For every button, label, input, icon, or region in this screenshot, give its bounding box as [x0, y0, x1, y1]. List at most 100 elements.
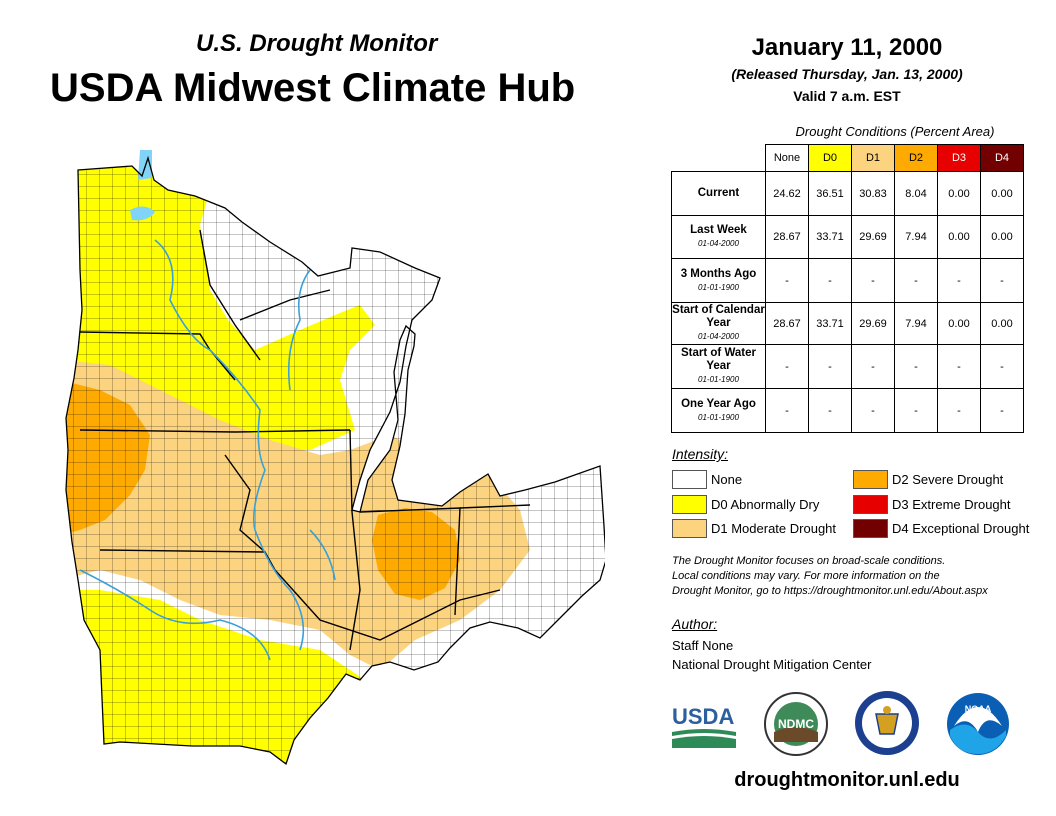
row-label-text: One Year Ago: [681, 397, 756, 410]
row-date: 01-01-1900: [698, 375, 739, 384]
row-label-text: Current: [697, 187, 740, 199]
usda-logo-text: USDA: [672, 704, 734, 729]
table-cell: -: [937, 344, 981, 389]
legend-label-d1: D1 Moderate Drought: [711, 521, 837, 536]
border-wi-il: [234, 429, 351, 433]
col-header-none: None: [765, 144, 809, 172]
table-cell: 0.00: [937, 215, 981, 259]
map-title: USDA Midwest Climate Hub: [50, 66, 576, 110]
table-cell: -: [937, 258, 981, 303]
wisconsin-river: [287, 269, 311, 391]
note-line-2: Local conditions may vary. For more info…: [672, 570, 940, 582]
valid-time: Valid 7 a.m. EST: [793, 88, 901, 104]
table-cell: 29.69: [851, 215, 895, 259]
legend-label-d4: D4 Exceptional Drought: [892, 521, 1030, 536]
table-cell: -: [808, 344, 852, 389]
row-label-text: Last Week: [690, 224, 747, 236]
legend-swatch-d0: [672, 495, 707, 514]
legend-swatch-none: [672, 470, 707, 489]
table-cell: 7.94: [894, 215, 938, 259]
legend-swatch-d1: [672, 519, 707, 538]
table-cell: 0.00: [980, 171, 1024, 216]
row-label: Last Week 01-04-2000: [671, 215, 766, 259]
red-lake: [130, 206, 155, 221]
legend-heading: Intensity:: [672, 446, 729, 462]
table-cell: 7.94: [894, 302, 938, 345]
border-mi-oh: [459, 504, 531, 509]
table-cell: 0.00: [937, 302, 981, 345]
table-corner: [672, 145, 766, 172]
table-cell: 36.51: [808, 171, 852, 216]
row-label-text: Start of Calendar Year: [672, 304, 765, 329]
legend-label-none: None: [711, 472, 743, 487]
table-cell: -: [894, 344, 938, 389]
usda-logo: USDA: [672, 704, 736, 748]
ndmc-logo-text: NDMC: [778, 717, 814, 731]
legend-label-d2: D2 Severe Drought: [892, 472, 1004, 487]
table-cell: 0.00: [937, 171, 981, 216]
usgs-seal-logo: [855, 691, 919, 755]
map-subtitle: U.S. Drought Monitor: [196, 30, 438, 57]
drought-map: [65, 150, 605, 766]
table-cell: -: [980, 258, 1024, 303]
note-line-3: Drought Monitor, go to https://droughtmo…: [672, 585, 988, 597]
table-cell: -: [894, 258, 938, 303]
row-label-text: 3 Months Ago: [680, 267, 757, 280]
table-cell: 30.83: [851, 171, 895, 216]
row-date: 01-01-1900: [698, 282, 739, 292]
author-org: National Drought Mitigation Center: [672, 657, 872, 672]
table-header-row: None D0 D1 D2 D3 D4: [672, 144, 1024, 172]
illinois-river: [309, 529, 336, 581]
table-cell: 8.04: [894, 171, 938, 216]
table-cell: 33.71: [808, 302, 852, 345]
row-date: 01-04-2000: [698, 332, 739, 341]
table-row: One Year Ago 01-01-1900- - - - - -: [671, 388, 1024, 433]
col-header-d4: D4: [980, 144, 1024, 172]
row-label: 3 Months Ago 01-01-1900: [671, 258, 766, 303]
table-body: Current 24.62 36.51 30.83 8.04 0.00 0.00 Last W…: [671, 171, 1024, 433]
table-cell: -: [851, 258, 895, 303]
map-date: January 11, 2000: [751, 34, 943, 61]
row-label: Start of Water Year 01-01-1900: [671, 344, 766, 389]
table-cell: 28.67: [765, 302, 809, 345]
land-outline: [65, 155, 605, 766]
table-cell: 33.71: [808, 215, 852, 259]
border-ia-mo: [79, 429, 236, 433]
drought-stats-table: None D0 D1 D2 D3 D4 Current 24.62 36.51 30.…: [671, 144, 1024, 433]
ndmc-logo: NDMC: [764, 692, 828, 756]
row-label: Start of Calendar Year 01-04-2000: [671, 302, 766, 345]
border-mo-il: [224, 454, 266, 553]
table-row: 3 Months Ago 01-01-1900- - - - - -: [671, 258, 1024, 303]
table-cell: -: [808, 258, 852, 303]
row-label: Current: [671, 171, 766, 216]
footer-url[interactable]: droughtmonitor.unl.edu: [734, 769, 960, 791]
table-cell: 24.62: [765, 171, 809, 216]
row-label-text: Start of Water Year: [681, 347, 756, 372]
table-row: Last Week 01-04-2000 28.67 33.71 29.69 7.94 0.…: [671, 215, 1024, 259]
table-cell: -: [894, 388, 938, 433]
row-date: 01-01-1900: [698, 412, 739, 422]
table-cell: -: [980, 388, 1024, 433]
row-label: One Year Ago 01-01-1900: [671, 388, 766, 433]
disclaimer-note: The Drought Monitor focuses on broad-sca…: [672, 554, 988, 599]
table-cell: -: [980, 344, 1024, 389]
county-grid: [66, 158, 605, 764]
table-cell: -: [851, 344, 895, 389]
border-wi-up: [239, 289, 331, 321]
table-cell: 28.67: [765, 215, 809, 259]
table-cell: 29.69: [851, 302, 895, 345]
table-cell: -: [765, 344, 809, 389]
table-cell: -: [765, 258, 809, 303]
author-block: Staff None National Drought Mitigation C…: [672, 636, 871, 674]
noaa-logo: NOAA: [947, 693, 1009, 755]
border-il-in: [349, 429, 361, 651]
legend-swatch-d4: [853, 519, 888, 538]
table-caption: Drought Conditions (Percent Area): [795, 124, 995, 139]
noaa-logo-text: NOAA: [965, 704, 992, 714]
col-header-d2: D2: [894, 144, 938, 172]
border-mn-ia: [79, 331, 236, 381]
author-name: Staff None: [672, 638, 734, 653]
table-cell: -: [851, 388, 895, 433]
note-line-1: The Drought Monitor focuses on broad-sca…: [672, 555, 946, 567]
legend-label-d0: D0 Abnormally Dry: [711, 497, 820, 512]
